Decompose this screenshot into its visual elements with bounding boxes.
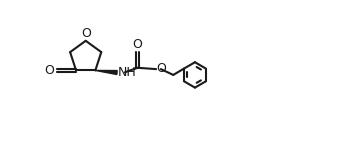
Text: O: O: [133, 38, 142, 51]
Text: O: O: [157, 62, 166, 75]
Text: O: O: [44, 64, 54, 77]
Text: NH: NH: [118, 66, 136, 79]
Polygon shape: [95, 70, 117, 75]
Text: O: O: [81, 27, 91, 40]
